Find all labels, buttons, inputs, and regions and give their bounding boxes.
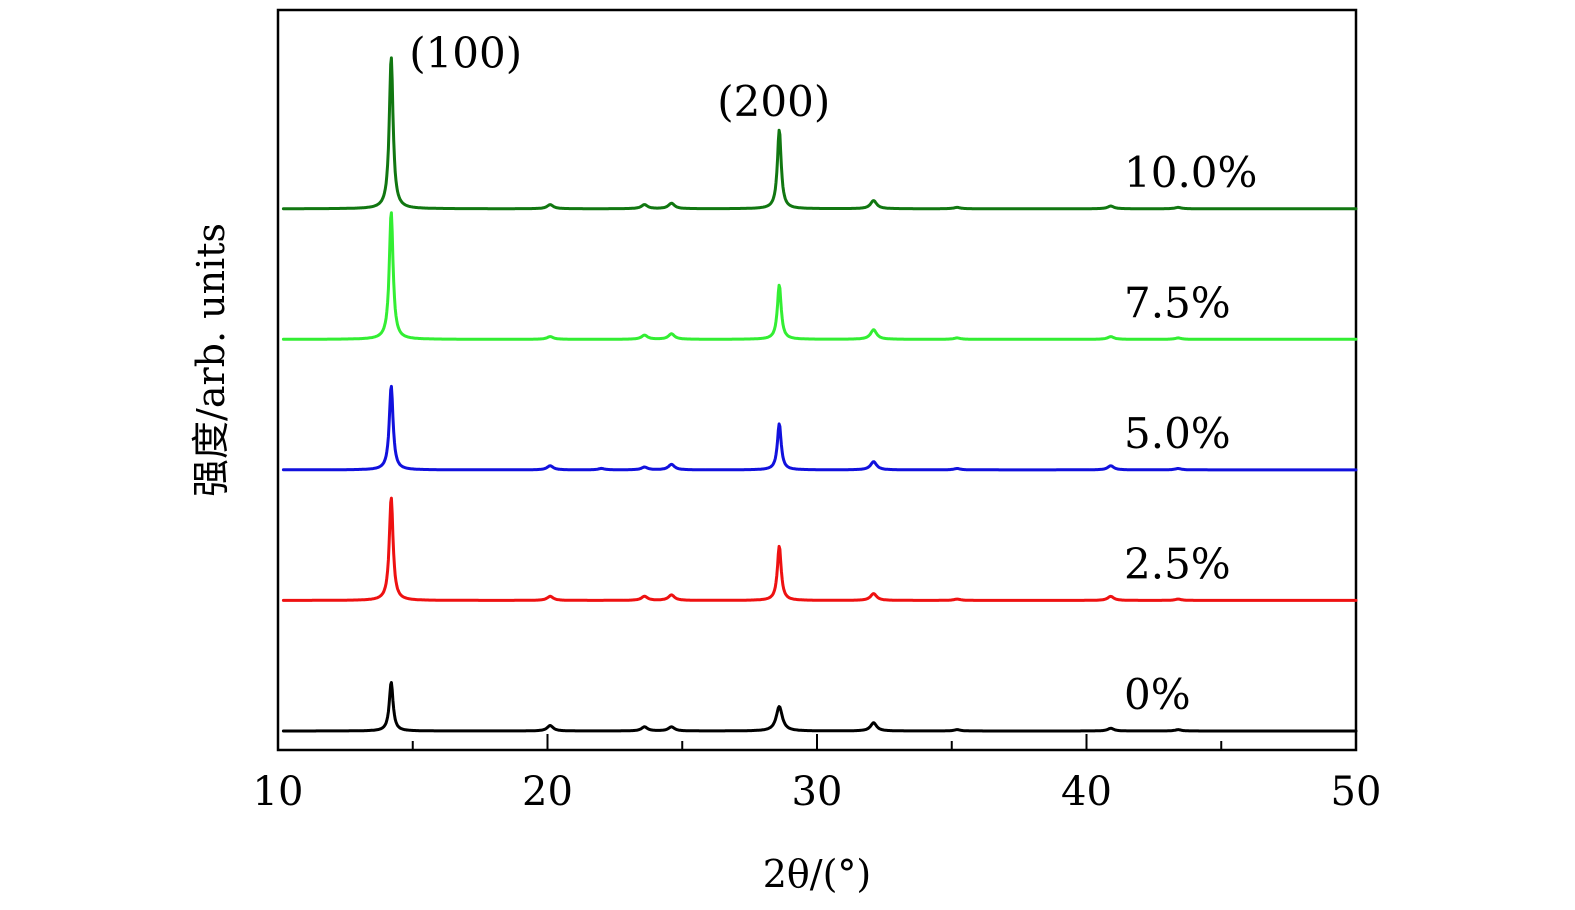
series-labels: 0% 2.5% 5.0% 7.5% 10.0% xyxy=(1124,148,1257,719)
x-tick-label: 40 xyxy=(1061,769,1112,815)
series-label-2: 5.0% xyxy=(1124,409,1231,458)
y-axis-title: 强度/arb. units xyxy=(189,223,233,497)
peak-annotation-0: (100) xyxy=(409,28,522,77)
series-traces xyxy=(281,56,1358,733)
series-label-0: 0% xyxy=(1124,670,1191,719)
x-tick-label: 10 xyxy=(253,769,304,815)
series-line-4 xyxy=(281,56,1358,211)
x-tick-label: 20 xyxy=(522,769,573,815)
series-line-3 xyxy=(281,211,1358,341)
peak-annotations: (100) (200) xyxy=(409,28,830,125)
x-tick-label: 50 xyxy=(1331,769,1382,815)
x-tick-label: 30 xyxy=(792,769,843,815)
peak-annotation-1: (200) xyxy=(717,77,830,126)
x-axis-title: 2θ/(°) xyxy=(763,852,872,896)
series-label-4: 10.0% xyxy=(1124,148,1257,197)
series-line-2 xyxy=(281,384,1358,472)
series-label-1: 2.5% xyxy=(1124,539,1231,588)
series-label-3: 7.5% xyxy=(1124,278,1231,327)
series-line-0 xyxy=(281,681,1358,733)
x-axis-ticks: 10 20 30 40 50 xyxy=(253,734,1382,815)
series-line-1 xyxy=(281,496,1358,602)
